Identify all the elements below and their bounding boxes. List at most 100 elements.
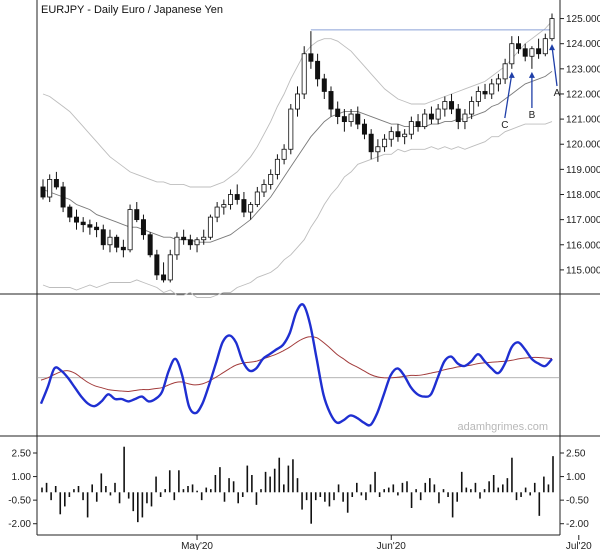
candle: [201, 236, 207, 241]
oscillator-slow-line: [40, 336, 553, 393]
candle: [187, 239, 193, 246]
candle: [53, 179, 59, 188]
annotation-arrowhead: [528, 71, 535, 78]
candle: [73, 216, 79, 223]
candle: [469, 101, 475, 115]
candle: [228, 194, 234, 205]
watermark: adamhgrimes.com: [458, 421, 548, 433]
candle: [522, 48, 528, 57]
candle: [241, 199, 247, 213]
chart-frame: [0, 0, 600, 536]
candle: [489, 83, 495, 95]
candle: [60, 186, 66, 208]
oscillator-fast-line: [39, 303, 553, 427]
candle: [422, 113, 428, 128]
candle: [140, 219, 146, 236]
annotation-arrow: [551, 46, 558, 87]
candle: [455, 108, 461, 123]
chart-title: EURJPY - Daily Euro / Japanese Yen: [41, 4, 223, 16]
candle: [315, 60, 321, 80]
candle: [361, 123, 367, 135]
candle: [274, 158, 280, 175]
candle: [194, 239, 200, 246]
candle: [134, 209, 140, 221]
upper-band: [42, 20, 553, 188]
candle: [382, 138, 388, 148]
candle: [294, 93, 300, 110]
candle: [435, 108, 441, 120]
candle: [107, 236, 113, 246]
price-tick-label: 122.000: [566, 89, 600, 100]
candle: [288, 108, 294, 150]
candle: [475, 91, 481, 102]
candle: [335, 108, 341, 117]
price-tick-label: 115.000: [566, 265, 600, 276]
candle: [254, 191, 260, 205]
candle: [268, 173, 274, 185]
candle: [328, 91, 334, 110]
candle: [348, 113, 354, 123]
candle: [181, 236, 187, 241]
candle: [120, 246, 126, 251]
price-tick-label: 116.000: [566, 240, 600, 251]
candle: [495, 78, 501, 85]
price-panel: 115.000 116.000 117.000 118.000 119.000 120.0…: [40, 13, 600, 298]
price-tick-label: 125.000: [566, 14, 600, 25]
candle: [449, 101, 455, 110]
candle: [388, 131, 394, 140]
candle: [161, 274, 167, 281]
candle: [248, 204, 254, 213]
annotation-arrowhead: [508, 71, 515, 78]
price-tick-label: 120.000: [566, 140, 600, 151]
histogram-panel: 2.50 2.50 1.00 1.00 -0.50 -0.50 -2.00 -2.00: [8, 446, 589, 530]
candle: [408, 121, 414, 135]
candle: [402, 133, 408, 138]
candle: [395, 131, 401, 138]
candle: [207, 216, 213, 238]
price-tick-label: 123.000: [566, 64, 600, 75]
candle: [154, 254, 160, 276]
candle: [167, 254, 173, 281]
price-tick-label: 118.000: [566, 190, 600, 201]
price-tick-label: 117.000: [566, 215, 600, 226]
candle: [502, 63, 508, 80]
candle: [516, 43, 522, 50]
annotation-label: B: [529, 110, 536, 121]
candle: [261, 184, 267, 193]
candle: [214, 206, 220, 218]
candle: [542, 38, 548, 55]
hist-tick-label-left: 2.50: [12, 449, 32, 460]
candle: [40, 186, 46, 198]
candle: [462, 113, 468, 123]
candle: [221, 204, 227, 208]
candle: [174, 236, 180, 256]
candle: [301, 53, 307, 95]
annotation-arrowhead: [549, 44, 555, 51]
candle: [67, 206, 73, 218]
annotation-label: A: [554, 88, 561, 99]
candle: [341, 116, 347, 123]
hist-tick-label-right: -2.00: [566, 519, 589, 530]
hist-tick-label-left: -2.00: [8, 519, 31, 530]
candle: [536, 48, 542, 55]
candle: [529, 48, 535, 57]
candle: [47, 179, 53, 198]
price-tick-label: 119.000: [566, 165, 600, 176]
x-tick-label: Jul'20: [566, 541, 592, 550]
candle: [482, 91, 488, 95]
candle: [147, 234, 153, 256]
hist-tick-label-right: 1.00: [566, 472, 586, 483]
candle: [234, 194, 240, 200]
candle: [375, 146, 381, 153]
annotation-arrow: [504, 73, 513, 119]
candle: [127, 209, 133, 251]
candle: [87, 224, 93, 228]
oscillator-panel: [37, 303, 560, 427]
candle: [442, 101, 448, 110]
hist-tick-label-right: 2.50: [566, 449, 586, 460]
candle: [509, 43, 515, 65]
candle: [368, 133, 374, 153]
candle: [281, 148, 287, 160]
x-tick-label: Jun'20: [377, 541, 407, 550]
